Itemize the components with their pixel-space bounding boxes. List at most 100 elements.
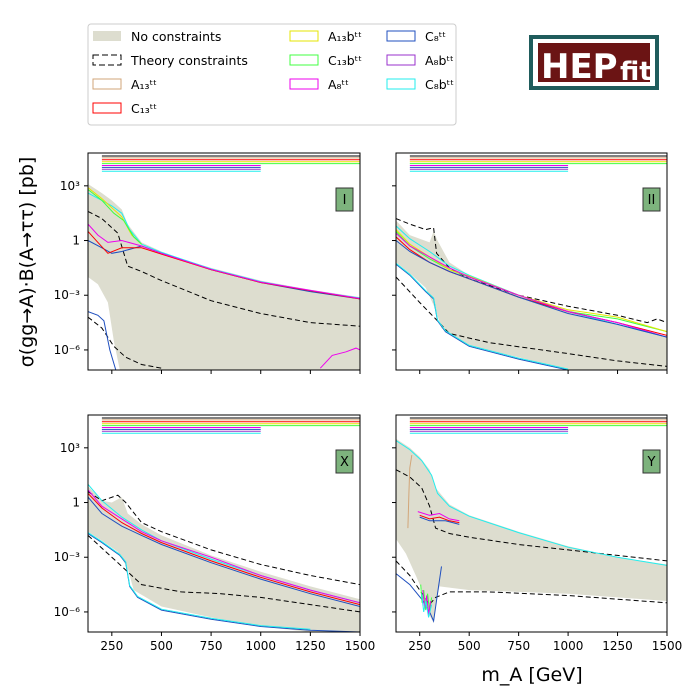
panel-plot-area <box>88 155 360 370</box>
panel-frame <box>395 152 668 371</box>
legend-swatch <box>386 54 416 66</box>
panel-badge <box>642 449 661 474</box>
legend-item-C8: C₈ᵗᵗ <box>386 29 446 44</box>
x-tick-label: 750 <box>200 639 223 653</box>
curve-C8b <box>396 225 667 338</box>
y-tick-label: 10⁻⁶ <box>54 343 81 357</box>
legend-label: A₈ᵗᵗ <box>328 77 349 92</box>
legend-item-C13b: C₁₃bᵗᵗ <box>289 53 362 68</box>
legend-swatch <box>92 102 122 114</box>
x-tick-label: 1250 <box>602 639 633 653</box>
panel-frame <box>395 414 668 633</box>
legend-item-A8b: A₈bᵗᵗ <box>386 53 454 68</box>
legend-swatch <box>289 78 319 90</box>
hepfit-logo: HEP fit <box>529 35 659 90</box>
panel-badge <box>335 449 354 474</box>
curve-C8b <box>421 593 433 618</box>
theory-contour-lower <box>88 316 162 369</box>
y-tick-label: 1 <box>72 234 80 248</box>
x-tick-label: 750 <box>507 639 530 653</box>
y-tick-label: 10³ <box>60 441 80 455</box>
curve-C8 <box>88 496 360 607</box>
no-constraints-band <box>396 438 667 623</box>
curve-C8 <box>88 311 117 370</box>
legend-label: No constraints <box>131 29 221 44</box>
y-tick-label: 10⁻³ <box>54 288 81 302</box>
x-tick-label: 1500 <box>652 639 683 653</box>
y-tick-label: 10³ <box>60 179 80 193</box>
x-tick-label: 1500 <box>345 639 376 653</box>
curve-A8 <box>88 223 360 299</box>
panel-badge <box>335 187 354 212</box>
x-tick-label: 250 <box>408 639 431 653</box>
panel-badge-label: II <box>648 193 656 208</box>
curve-C8b <box>396 440 667 566</box>
legend-item-A13b: A₁₃bᵗᵗ <box>289 29 362 44</box>
curve-A13b <box>396 229 667 333</box>
legend-item-A8: A₈ᵗᵗ <box>289 77 349 92</box>
x-tick-label: 500 <box>150 639 173 653</box>
legend-label: A₁₃bᵗᵗ <box>328 29 362 44</box>
curve-C8b <box>88 532 311 630</box>
theory-contour-lower <box>396 276 667 367</box>
theory-contour-lower <box>88 535 360 613</box>
theory-contour-upper <box>88 491 360 586</box>
y-tick-label: 10⁻³ <box>54 550 81 564</box>
curve-C8 <box>396 240 667 338</box>
y-axis-label: σ(gg→A)·B(A→ττ) [pb] <box>16 157 38 368</box>
legend-label: C₈ᵗᵗ <box>425 29 446 44</box>
panel-plot-area <box>88 417 360 632</box>
legend-frame <box>87 23 457 126</box>
curve-A8 <box>422 590 432 616</box>
y-tick-label: 1 <box>72 496 80 510</box>
legend-item-noc: No constraints <box>93 29 221 44</box>
panel-badge-label: Y <box>647 455 656 470</box>
legend-swatch <box>386 30 416 42</box>
legend-swatch <box>386 78 416 90</box>
no-constraints-band <box>88 486 360 632</box>
y-tick-label: 10⁻⁶ <box>54 605 81 619</box>
x-tick-label: 500 <box>458 639 481 653</box>
x-tick-label: 250 <box>100 639 123 653</box>
legend-item-C13: C₁₃ᵗᵗ <box>92 101 157 116</box>
curve-C8 <box>396 263 569 370</box>
panel-Y: 250 500 750 1000 1250 1500 Y <box>392 414 683 653</box>
legend-swatch <box>92 54 122 66</box>
x-axis-label: m_A [GeV] <box>481 664 582 686</box>
legend-label: C₁₃bᵗᵗ <box>328 53 362 68</box>
legend-label: Theory constraints <box>130 53 248 68</box>
legend-label: A₈bᵗᵗ <box>425 53 454 68</box>
curve-A8 <box>417 511 460 522</box>
curve-C13 <box>88 493 360 606</box>
legend-swatch <box>93 31 121 41</box>
legend: No constraints Theory constraints A₁₃ᵗᵗ C₁₃… <box>87 23 457 126</box>
curve-A8 <box>319 347 360 369</box>
logo-text: HEP <box>541 47 618 87</box>
legend-label: C₁₃ᵗᵗ <box>131 101 157 116</box>
legend-item-theo: Theory constraints <box>92 53 248 68</box>
logo-background <box>538 43 650 82</box>
no-constraints-band <box>396 220 667 370</box>
no-constraints-band <box>88 184 360 370</box>
theory-contour-upper <box>396 469 667 562</box>
curve-C13b <box>88 189 142 245</box>
curve-A8 <box>396 232 667 338</box>
curve-A13 <box>407 455 413 529</box>
legend-item-A13: A₁₃ᵗᵗ <box>92 77 157 92</box>
legend-item-C8b: C₈bᵗᵗ <box>386 77 454 92</box>
panel-I: 10³ 1 10⁻³ 10⁻⁶ I <box>54 152 361 374</box>
curve-C8b <box>396 262 569 370</box>
panel-frame <box>87 414 361 633</box>
panel-badge-label: I <box>343 193 347 208</box>
panel-plot-area <box>396 155 667 370</box>
curve-C13 <box>419 514 460 524</box>
x-tick-label: 1250 <box>295 639 326 653</box>
legend-swatch <box>92 78 122 90</box>
x-tick-label: 1000 <box>245 639 276 653</box>
theory-contour-upper <box>88 210 360 327</box>
panel-X: 250 500 750 1000 1250 1500 10³ 1 10⁻³ 10⁻⁶ X <box>54 414 376 653</box>
panel-badge <box>642 187 661 212</box>
legend-swatch <box>289 30 319 42</box>
